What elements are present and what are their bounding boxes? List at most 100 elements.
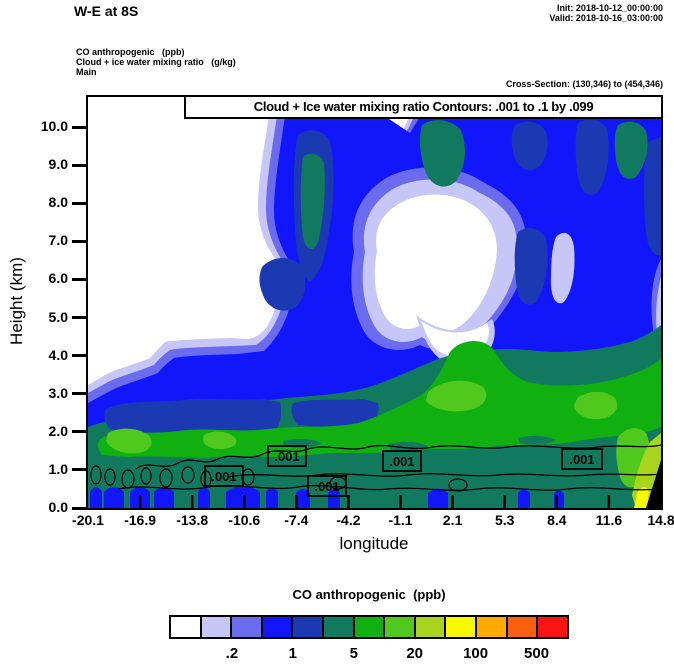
contour-label-box bbox=[204, 465, 244, 487]
contour-label: .001 bbox=[274, 449, 299, 464]
x-tick-mark bbox=[295, 495, 298, 508]
y-tick-mark bbox=[72, 316, 86, 319]
init-time: Init: 2018-10-12_00:00:00 bbox=[556, 3, 663, 13]
cloud-contour-line bbox=[135, 444, 661, 470]
x-tick-mark bbox=[555, 495, 559, 508]
field-region bbox=[514, 227, 548, 305]
colorbar-cell bbox=[354, 617, 386, 637]
field-region bbox=[550, 232, 575, 304]
x-tick-mark bbox=[243, 495, 246, 508]
colorbar-cell bbox=[262, 617, 294, 637]
in-plot-title: Cloud + Ice water mixing ratio Contours:… bbox=[184, 95, 663, 119]
field-region bbox=[575, 119, 609, 195]
x-tick-label: -4.2 bbox=[336, 512, 361, 528]
field-region bbox=[634, 487, 649, 508]
field-line-contour: Cloud + ice water mixing ratio (g/kg) bbox=[76, 57, 236, 67]
y-tick-mark bbox=[72, 430, 86, 434]
colorbar-scale-label: .2 bbox=[225, 645, 239, 662]
x-axis-title: longitude bbox=[339, 534, 409, 553]
y-tick-label: 6.0 bbox=[48, 270, 68, 287]
x-tick-label: 2.1 bbox=[442, 512, 463, 528]
field-region bbox=[646, 460, 661, 508]
y-tick-mark bbox=[72, 506, 86, 510]
colorbar-cell bbox=[324, 617, 355, 637]
field-region bbox=[283, 435, 556, 451]
field-region bbox=[374, 194, 497, 333]
x-tick-mark bbox=[607, 495, 611, 508]
figure-title: W-E at 8S bbox=[74, 3, 139, 19]
x-tick-label: -13.8 bbox=[176, 512, 209, 528]
colorbar-cell bbox=[385, 617, 416, 637]
colorbar-cell bbox=[507, 617, 539, 637]
y-tick-mark bbox=[72, 354, 86, 358]
field-region bbox=[419, 120, 465, 187]
y-tick-label: 1.0 bbox=[48, 460, 68, 477]
field-region bbox=[614, 121, 648, 179]
contour-label: .001 bbox=[314, 479, 339, 494]
x-tick-label: -1.1 bbox=[388, 512, 413, 528]
field-region bbox=[426, 380, 487, 412]
colorbar-scale-label: 1 bbox=[288, 645, 298, 662]
x-tick-label: 11.6 bbox=[595, 512, 623, 528]
x-tick-mark bbox=[138, 495, 142, 508]
cloud-contour-loop bbox=[159, 468, 173, 488]
field-region bbox=[511, 121, 548, 171]
contour-label-box bbox=[561, 448, 603, 470]
colorbar-scale-label: 5 bbox=[349, 645, 358, 662]
y-tick-mark bbox=[72, 163, 86, 167]
x-tick-mark bbox=[190, 495, 194, 508]
y-tick-mark bbox=[72, 239, 86, 243]
contour-label: .001 bbox=[569, 452, 594, 467]
field-region bbox=[574, 391, 618, 420]
cloud-contour-loop bbox=[181, 466, 195, 484]
y-tick-label: 10.0 bbox=[40, 118, 68, 134]
field-region bbox=[90, 486, 564, 508]
contour-label: .001 bbox=[211, 469, 236, 484]
y-tick-mark bbox=[72, 201, 86, 205]
y-tick-label: 4.0 bbox=[48, 346, 68, 363]
field-region bbox=[104, 398, 282, 436]
y-tick-mark bbox=[72, 125, 86, 129]
y-tick-label: 2.0 bbox=[48, 422, 68, 439]
x-tick-mark bbox=[503, 495, 506, 508]
x-tick-mark bbox=[347, 495, 350, 508]
cloud-contour-loop bbox=[140, 467, 152, 485]
y-tick-label: 0.0 bbox=[48, 499, 68, 515]
colorbar-cell bbox=[477, 617, 508, 637]
field-region bbox=[202, 431, 237, 449]
colorbar-cell bbox=[446, 617, 478, 637]
x-tick-label: 8.4 bbox=[547, 512, 567, 528]
contour-label-box bbox=[382, 450, 422, 472]
colorbar-scale-label: 20 bbox=[406, 645, 424, 662]
cross-section-coords: Cross-Section: (130,346) to (454,346) bbox=[505, 79, 663, 89]
colorbar-scale-label: 100 bbox=[463, 645, 489, 662]
colorbar-cell bbox=[415, 617, 447, 637]
contour-label-box bbox=[307, 475, 347, 497]
x-tick-label: -7.4 bbox=[284, 512, 309, 528]
field-region bbox=[643, 137, 661, 256]
cross-section-field: .001 .001 .001 .001 .001 bbox=[88, 97, 661, 508]
colorbar-cell bbox=[232, 617, 263, 637]
cloud-contour-loop bbox=[90, 465, 102, 485]
x-tick-label: -16.9 bbox=[124, 512, 157, 528]
cloud-contour-loop bbox=[448, 478, 468, 492]
y-tick-label: 5.0 bbox=[48, 308, 68, 325]
y-tick-label: 3.0 bbox=[48, 384, 68, 401]
colorbar-cell bbox=[538, 617, 567, 637]
x-tick-mark bbox=[451, 495, 454, 508]
y-axis-title: Height (km) bbox=[7, 257, 26, 345]
x-tick-mark bbox=[399, 495, 402, 508]
field-line-shaded: CO anthropogenic (ppb) bbox=[76, 47, 185, 57]
contour-label-box bbox=[267, 445, 307, 467]
x-tick-label: -20.1 bbox=[72, 512, 104, 528]
x-tick-label: 14.8 bbox=[647, 512, 674, 528]
colorbar-cell bbox=[171, 617, 202, 637]
y-tick-mark bbox=[72, 277, 86, 281]
y-tick-label: 7.0 bbox=[48, 232, 68, 249]
field-region bbox=[97, 341, 661, 458]
cloud-contour-loop bbox=[121, 469, 135, 489]
x-tick-label: 5.3 bbox=[494, 512, 515, 528]
x-tick-label: -10.6 bbox=[228, 512, 261, 528]
y-tick-label: 9.0 bbox=[48, 156, 68, 173]
